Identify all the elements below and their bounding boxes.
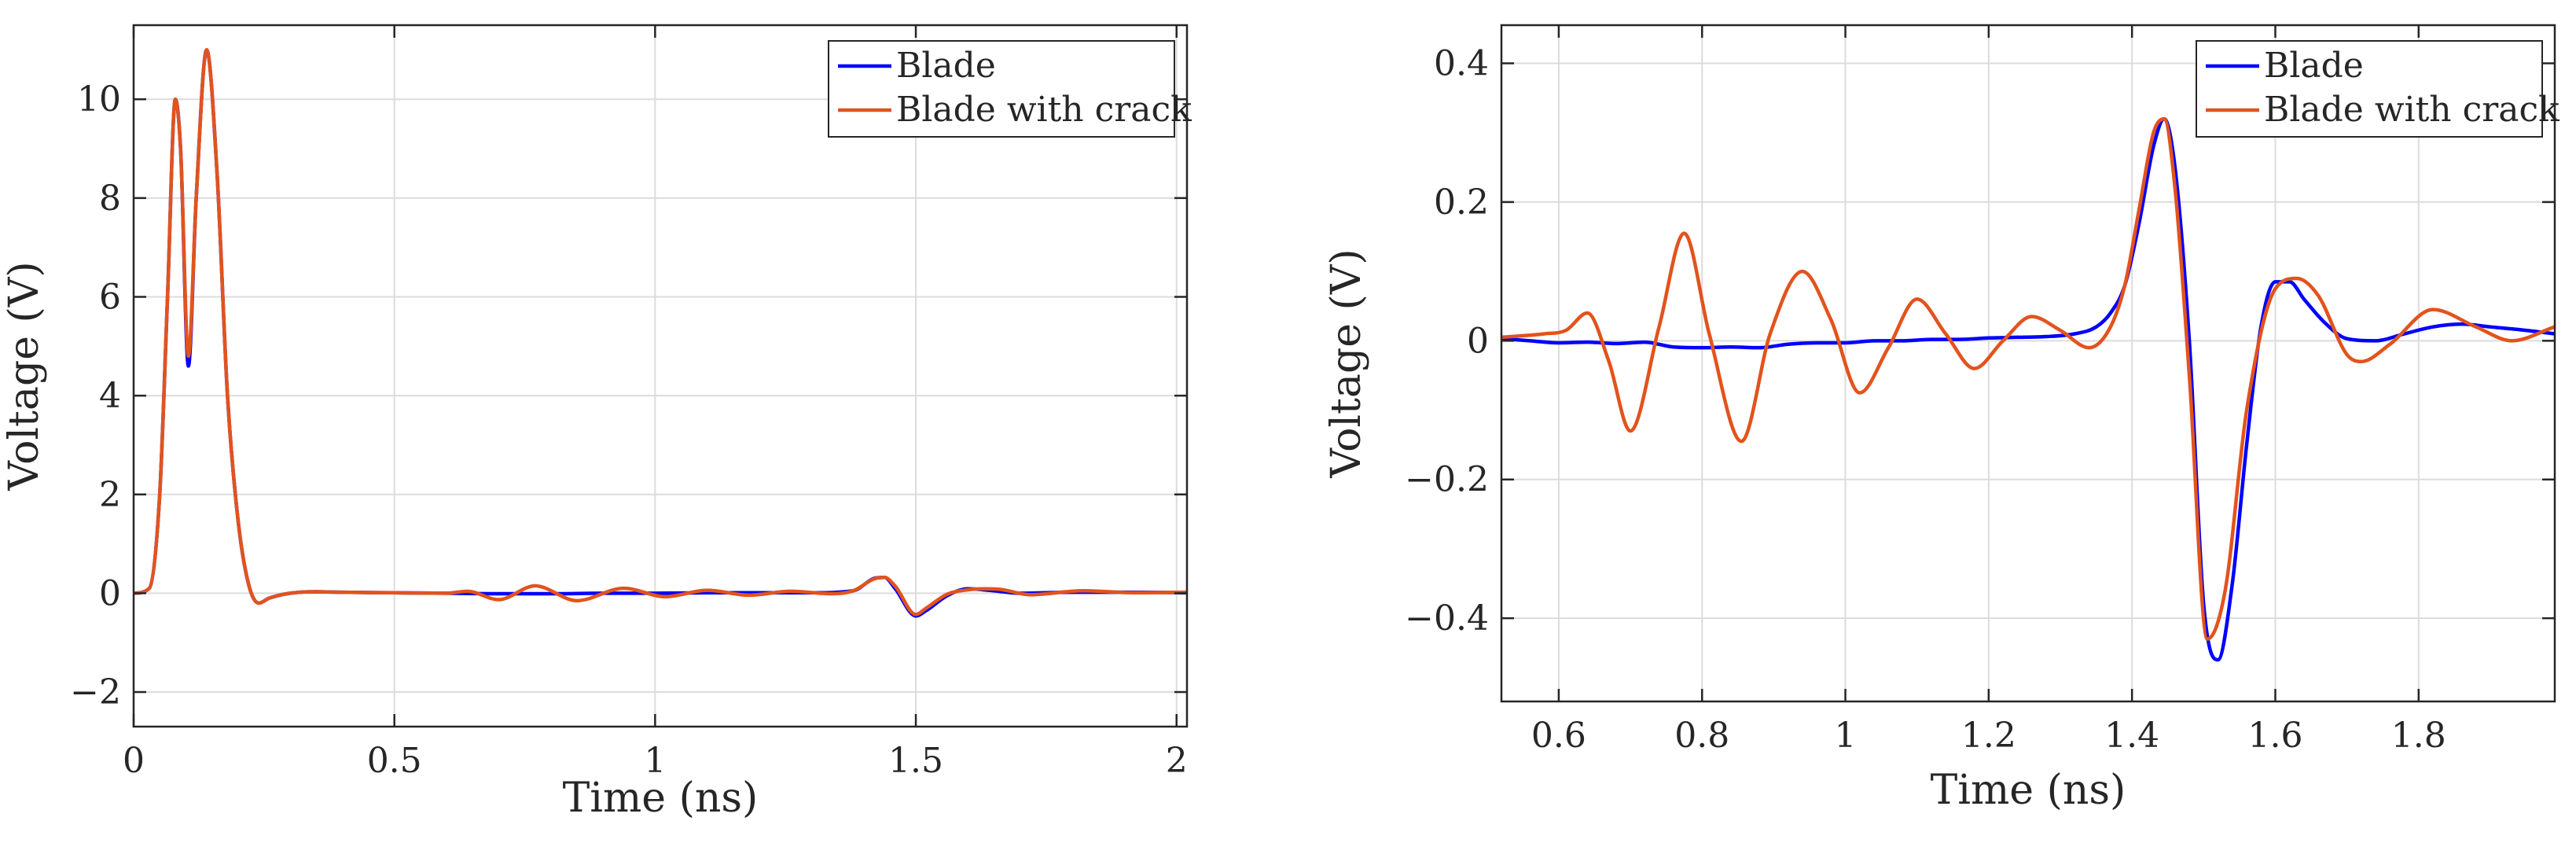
left-series xyxy=(134,48,1187,618)
right-y-axis-label: Voltage (V) xyxy=(1323,248,1370,478)
right-x-tick-label: 1.4 xyxy=(2104,716,2159,756)
left-y-tick-label: 10 xyxy=(77,79,121,120)
left-x-tick-label: 1.5 xyxy=(888,741,943,781)
left-series-crack-line xyxy=(134,48,1187,617)
left-legend-box xyxy=(828,40,1175,138)
right-plot-frame xyxy=(1500,24,2556,703)
left-y-tick-label: 6 xyxy=(99,277,121,317)
left-plot-frame xyxy=(132,24,1189,728)
right-legend-label-blade: Blade xyxy=(2264,46,2364,86)
left-y-tick-label: −2 xyxy=(70,672,121,712)
left-ticks xyxy=(132,25,1187,727)
right-x-tick-label: 0.8 xyxy=(1674,716,1729,756)
left-x-axis-label: Time (ns) xyxy=(563,775,759,822)
right-series xyxy=(1501,116,2555,662)
left-x-tick-label: 0 xyxy=(123,741,145,781)
right-x-tick-label: 1.8 xyxy=(2391,716,2446,756)
right-legend-box xyxy=(2196,40,2543,138)
right-chart: 0.6 0.8 1 1.2 1.4 1.6 1.8 −0.4 −0.2 0 0.2 0.4 Time… xyxy=(1323,24,2559,814)
left-y-tick-labels: −2 0 2 4 6 8 10 xyxy=(70,79,121,712)
right-x-tick-label: 0.6 xyxy=(1531,716,1586,756)
right-x-tick-labels: 0.6 0.8 1 1.2 1.4 1.6 1.8 xyxy=(1531,716,2446,756)
left-x-tick-label: 1 xyxy=(644,741,666,781)
right-y-tick-label: −0.2 xyxy=(1405,460,1489,500)
right-series-blade-line xyxy=(1501,116,2555,662)
left-y-tick-label: 0 xyxy=(99,573,121,613)
right-y-tick-label: 0 xyxy=(1467,321,1489,361)
right-y-tick-label: −0.4 xyxy=(1405,598,1489,639)
right-x-tick-label: 1.6 xyxy=(2247,716,2302,756)
right-ticks xyxy=(1501,25,2555,701)
right-x-axis-label: Time (ns) xyxy=(1931,767,2126,814)
right-x-tick-label: 1.2 xyxy=(1961,716,2016,756)
left-y-tick-label: 2 xyxy=(99,475,121,515)
right-legend: Blade Blade with crack xyxy=(2196,40,2559,138)
right-y-tick-labels: −0.4 −0.2 0 0.2 0.4 xyxy=(1405,44,1489,639)
left-x-tick-label: 0.5 xyxy=(367,741,422,781)
left-y-axis-label: Voltage (V) xyxy=(1,261,48,491)
left-x-tick-label: 2 xyxy=(1166,741,1188,781)
right-legend-label-crack: Blade with crack xyxy=(2264,90,2559,130)
right-y-tick-label: 0.2 xyxy=(1434,182,1489,223)
right-series-crack-line xyxy=(1501,116,2555,641)
left-legend-label-crack: Blade with crack xyxy=(896,90,1192,130)
right-y-tick-label: 0.4 xyxy=(1434,44,1489,84)
left-x-tick-labels: 0 0.5 1 1.5 2 xyxy=(123,741,1188,781)
left-y-tick-label: 4 xyxy=(99,376,121,416)
left-legend: Blade Blade with crack xyxy=(828,40,1192,138)
right-x-tick-label: 1 xyxy=(1835,716,1857,756)
left-legend-label-blade: Blade xyxy=(896,46,996,86)
left-y-tick-label: 8 xyxy=(99,179,121,219)
